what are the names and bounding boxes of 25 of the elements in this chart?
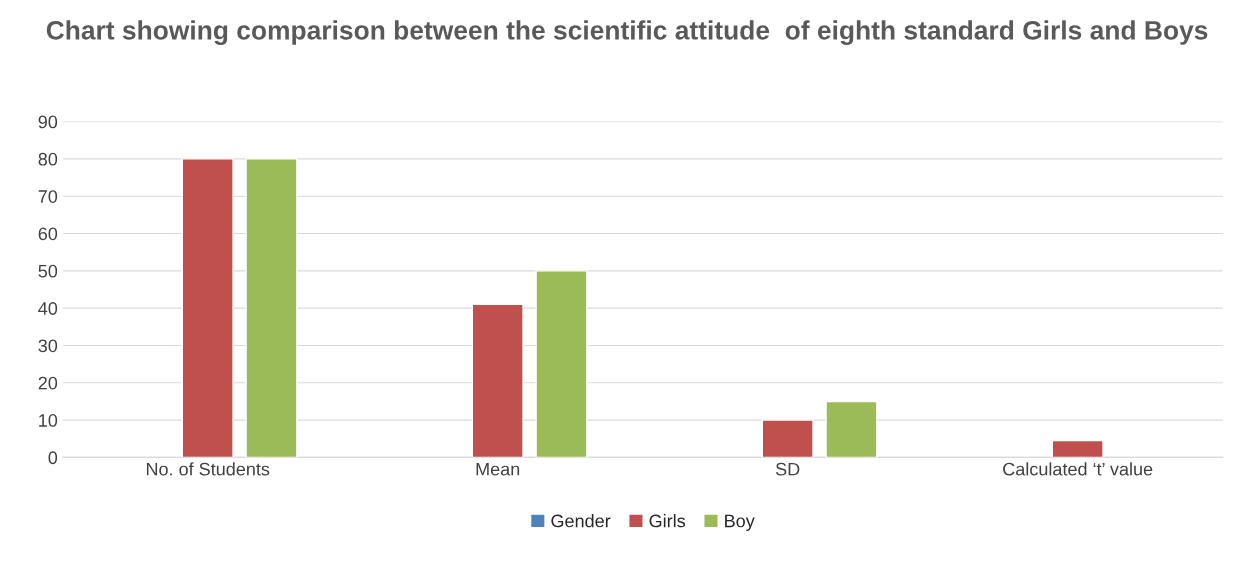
chart-title: Chart showing comparison between the scientific attitude of eighth standard Girls and Boys bbox=[46, 20, 1208, 45]
y-tick-label: 10 bbox=[39, 414, 58, 427]
bar bbox=[1051, 439, 1104, 458]
legend-label: Girls bbox=[649, 514, 686, 528]
x-tick-label: Mean bbox=[476, 462, 520, 476]
bar bbox=[825, 400, 878, 458]
bar bbox=[181, 158, 234, 458]
bar bbox=[761, 419, 814, 458]
y-tick-label: 30 bbox=[38, 339, 58, 353]
y-tick-label: 90 bbox=[38, 115, 58, 129]
y-tick-label: 60 bbox=[38, 227, 58, 241]
x-tick-label: Calculated ‘t’ value bbox=[1003, 462, 1153, 476]
y-tick-label: 40 bbox=[38, 302, 58, 315]
y-tick-label: 80 bbox=[38, 152, 58, 166]
y-tick-label: 50 bbox=[38, 264, 58, 278]
bar bbox=[471, 303, 524, 458]
y-tick-label: 70 bbox=[38, 190, 58, 203]
y-tick-label: 20 bbox=[38, 376, 58, 390]
legend-label: Boy bbox=[725, 514, 755, 531]
bar bbox=[535, 270, 588, 458]
y-tick-label: 0 bbox=[48, 451, 58, 465]
legend-label: Gender bbox=[551, 514, 611, 528]
bar bbox=[245, 158, 298, 458]
x-tick-label: No. of Students bbox=[146, 462, 270, 476]
x-tick-label: SD bbox=[775, 462, 800, 476]
